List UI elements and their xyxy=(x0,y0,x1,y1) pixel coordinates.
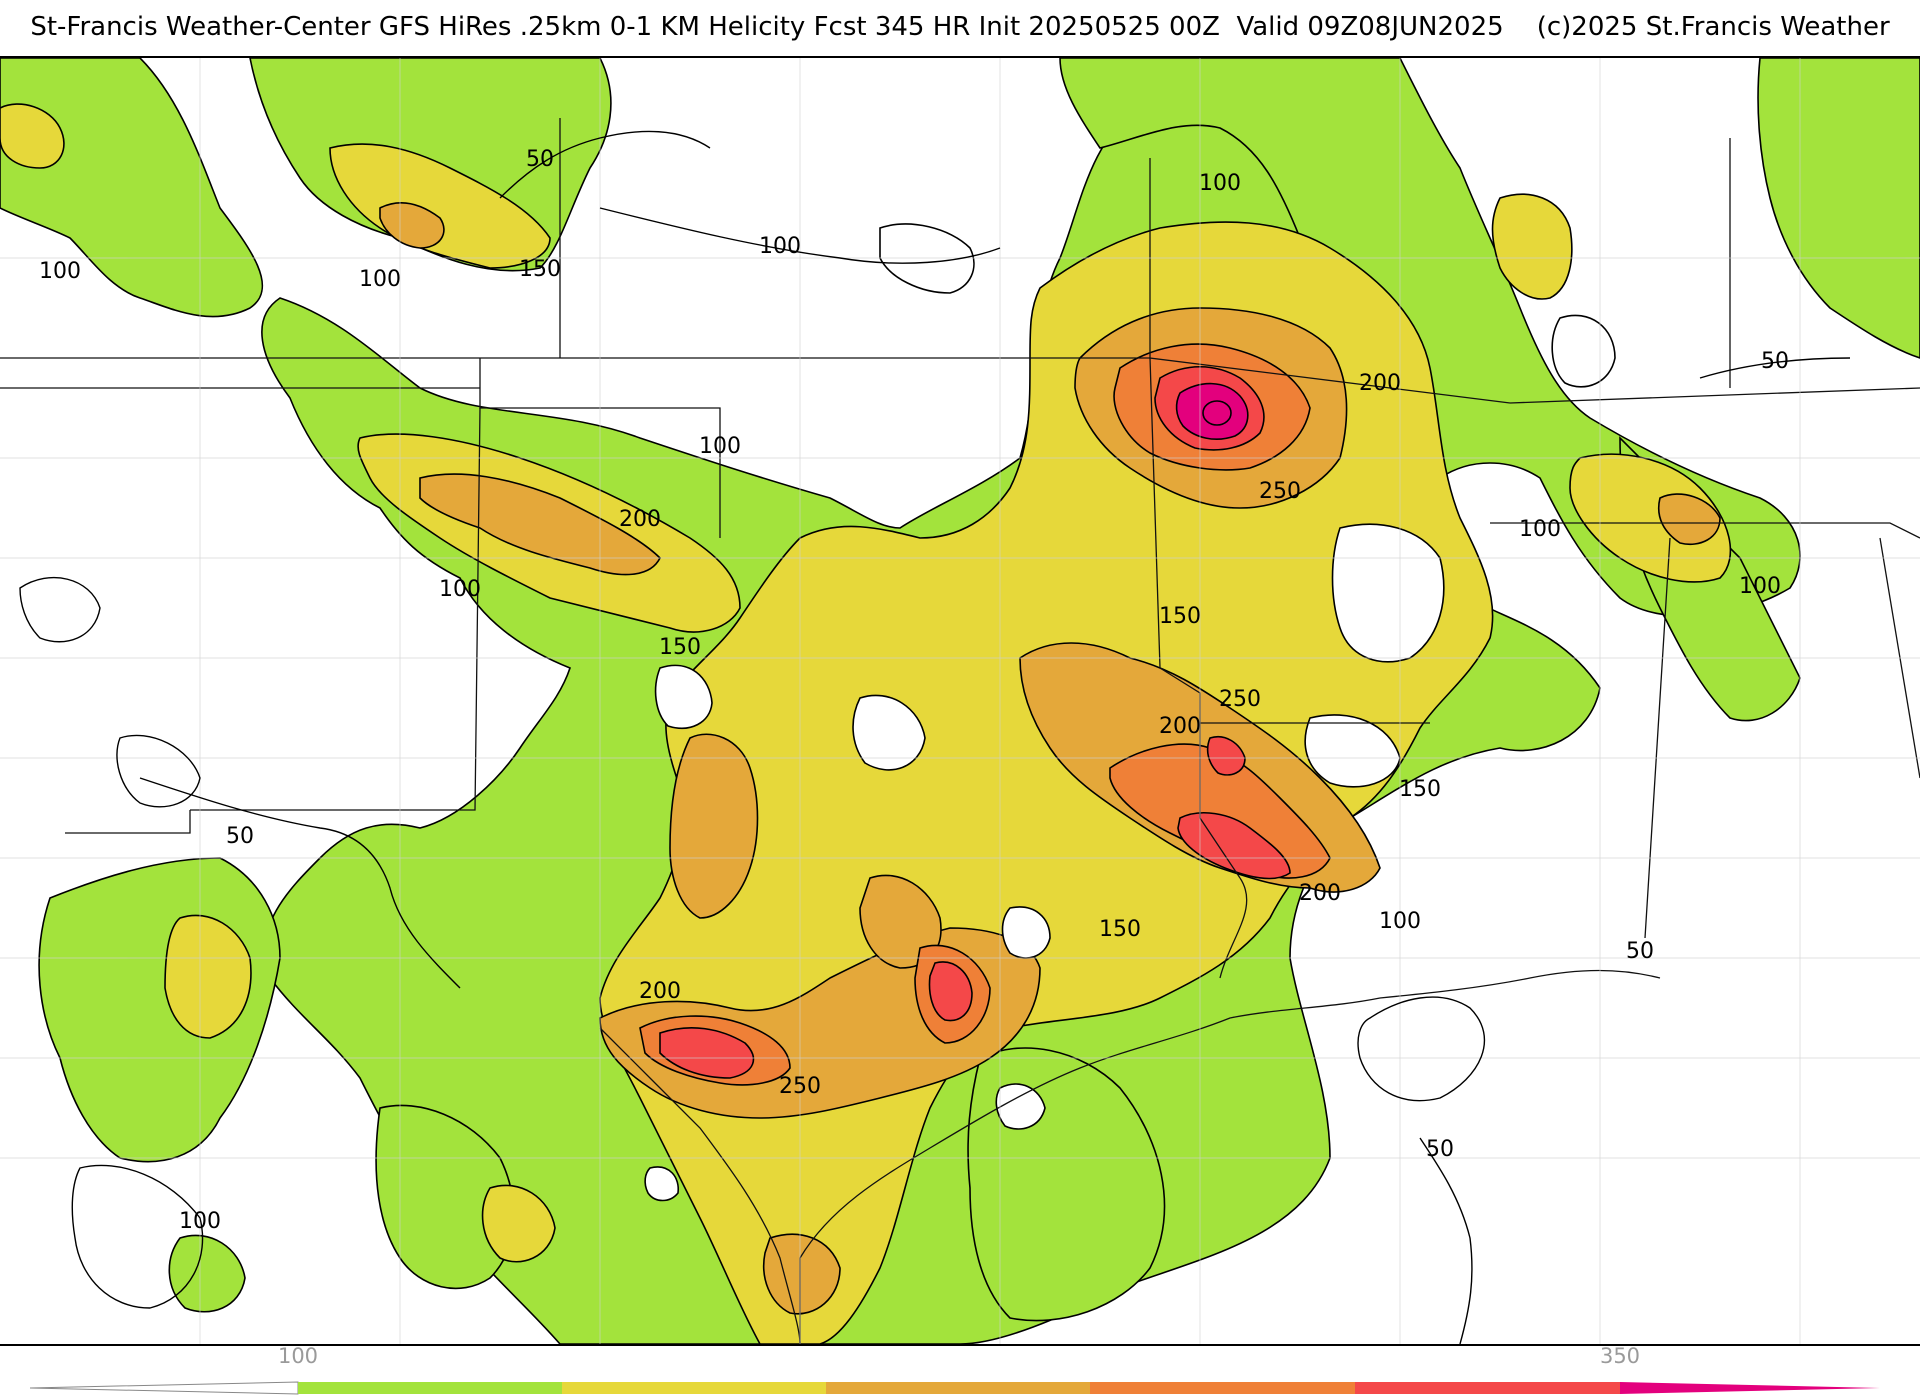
contour-label: 200 xyxy=(1159,714,1201,739)
contour-label: 100 xyxy=(1519,517,1561,542)
helicity-map: 50 100 150 100 100 100 200 250 200 100 1… xyxy=(0,56,1920,1346)
orange-region-east xyxy=(1658,493,1721,545)
coastline-gulf xyxy=(799,969,1661,1344)
border-line-7 xyxy=(190,407,481,811)
hole-3 xyxy=(852,694,926,771)
contour-label: 100 xyxy=(1739,574,1781,599)
magenta-core xyxy=(1202,400,1232,426)
yellow-region-mexico-2 xyxy=(481,1184,556,1263)
contour-label: 100 xyxy=(39,259,81,284)
contour-label: 200 xyxy=(1359,371,1401,396)
contour-label: 250 xyxy=(779,1074,821,1099)
contour-50-gulf-2 xyxy=(1419,1137,1473,1344)
orange-region-south-2 xyxy=(763,1233,841,1315)
colorbar-swatch-300 xyxy=(1355,1382,1620,1394)
contour-label: 50 xyxy=(526,147,554,172)
contour-label: 100 xyxy=(179,1209,221,1234)
hole-8 xyxy=(644,1166,679,1202)
contour-label: 100 xyxy=(699,434,741,459)
contour-label: 50 xyxy=(1426,1137,1454,1162)
yellow-region-top xyxy=(329,143,551,269)
green-region-southwest xyxy=(38,857,281,1163)
contour-100-southwest xyxy=(71,1164,204,1309)
green-region-lake xyxy=(168,1234,246,1313)
border-line-8 xyxy=(65,810,191,834)
state-boundaries xyxy=(0,118,1920,1344)
contour-50-west xyxy=(139,777,461,989)
hole-2 xyxy=(654,664,713,730)
colorbar-tick-label: 350 xyxy=(1599,1344,1641,1368)
contour-100-top xyxy=(599,207,1001,264)
green-region-mexico-south xyxy=(375,1104,515,1290)
contour-50-north xyxy=(499,130,711,199)
border-line-11 xyxy=(1490,522,1920,539)
red-region-east xyxy=(1177,812,1291,880)
contour-label: 100 xyxy=(759,234,801,259)
contour-label: 150 xyxy=(1159,604,1201,629)
orange-region-west-central xyxy=(669,733,759,919)
yellow-region-mexico xyxy=(164,914,252,1039)
contour-label: 200 xyxy=(1299,881,1341,906)
red-region-southcentral xyxy=(928,961,973,1022)
colorbar-left-arrow xyxy=(29,1381,299,1395)
border-line-14 xyxy=(1509,387,1920,404)
colorbar-right-arrow xyxy=(1620,1382,1880,1394)
colorbar-swatch-200 xyxy=(826,1382,1090,1394)
coastline xyxy=(599,1027,801,1344)
hole-5 xyxy=(1304,714,1401,788)
colorbar-swatch-250 xyxy=(1090,1382,1355,1394)
contour-label: 250 xyxy=(1259,479,1301,504)
map-canvas: 50 100 150 100 100 100 200 250 200 100 1… xyxy=(0,58,1920,1344)
map-title: St-Francis Weather-Center GFS HiRes .25k… xyxy=(30,12,1890,42)
colorbar-svg xyxy=(29,1381,1880,1395)
hole-7 xyxy=(995,1083,1046,1130)
contour-label: 150 xyxy=(1399,777,1441,802)
colorbar-legend: 100 350 xyxy=(0,1344,1920,1400)
contour-label: 150 xyxy=(659,635,701,660)
contour-100-mexico xyxy=(116,734,201,808)
border-line-16 xyxy=(1219,877,1248,979)
colorbar-swatch-150 xyxy=(562,1382,826,1394)
contour-50-gulf xyxy=(1357,996,1486,1102)
hole-9 xyxy=(1551,314,1616,388)
contour-50-east xyxy=(1699,357,1851,379)
hole-6 xyxy=(1331,523,1445,663)
white-holes xyxy=(644,223,1616,1202)
border-line-12 xyxy=(1644,537,1671,939)
yellow-region-northeast xyxy=(1491,193,1573,300)
orange-region-top xyxy=(379,202,445,249)
contour-label: 250 xyxy=(1219,687,1261,712)
county-grid-2 xyxy=(199,58,1801,1344)
contour-label: 50 xyxy=(1761,349,1789,374)
contour-label: 100 xyxy=(439,577,481,602)
contour-label: 100 xyxy=(359,267,401,292)
red-region-east-2 xyxy=(1206,736,1246,776)
contour-label: 100 xyxy=(1379,909,1421,934)
colorbar-tick-label: 100 xyxy=(277,1344,319,1368)
colorbar-swatch-100 xyxy=(298,1382,562,1394)
contour-label: 200 xyxy=(639,979,681,1004)
green-region-far-east xyxy=(1757,58,1920,359)
yellow-region-topleft xyxy=(0,103,65,169)
contour-label: 150 xyxy=(1099,917,1141,942)
unshaded-contours xyxy=(19,130,1851,1344)
contour-label: 150 xyxy=(519,257,561,282)
border-line-4 xyxy=(1149,357,1161,669)
shade-layer-magenta xyxy=(1175,382,1249,440)
contour-labels: 50 100 150 100 100 100 200 250 200 100 1… xyxy=(39,147,1789,1234)
hole-4 xyxy=(1001,906,1051,959)
yellow-region-east xyxy=(1569,453,1732,583)
hole-1 xyxy=(879,223,975,294)
contour-label: 200 xyxy=(619,507,661,532)
contour-label: 100 xyxy=(1199,171,1241,196)
contour-label: 50 xyxy=(1626,939,1654,964)
red-region-south xyxy=(659,1027,755,1079)
magenta-region-north xyxy=(1175,382,1249,440)
contour-label: 50 xyxy=(226,824,254,849)
contour-100-west xyxy=(19,576,101,643)
